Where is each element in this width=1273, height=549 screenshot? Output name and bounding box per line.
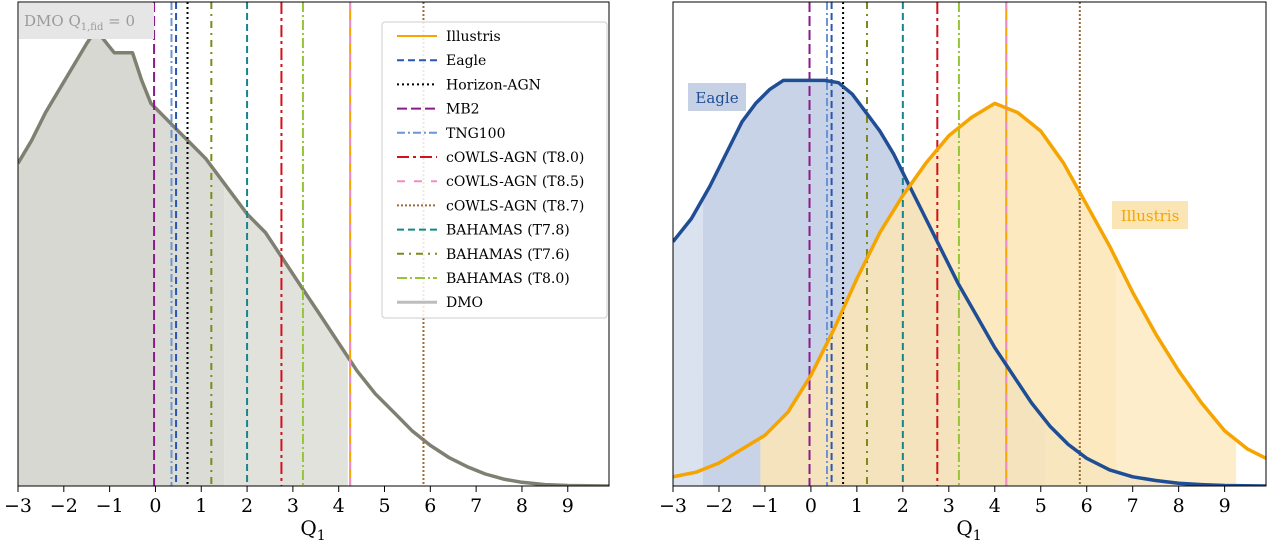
x-tick-label: 5 xyxy=(1035,495,1047,517)
x-tick-label: 2 xyxy=(897,495,909,517)
eagle-band-0 xyxy=(673,198,703,486)
legend-label: MB2 xyxy=(446,102,480,118)
right-band-fills xyxy=(673,80,1266,486)
legend-entry-bahamas-t7-8-: BAHAMAS (T7.8) xyxy=(397,223,570,239)
illustris-label-badge: Illustris xyxy=(1112,201,1188,229)
x-tick-label: 7 xyxy=(1127,495,1139,517)
illustris-curve xyxy=(673,101,1266,479)
legend-entry-cowls-agn-t8-0-: cOWLS-AGN (T8.0) xyxy=(397,150,584,166)
x-tick-label: 1 xyxy=(195,495,207,517)
illustris-band-1 xyxy=(1116,260,1237,486)
legend-label: cOWLS-AGN (T8.5) xyxy=(446,174,584,190)
x-tick-label: −2 xyxy=(705,495,733,517)
eagle-label-text: Eagle xyxy=(695,89,738,107)
x-tick-label: 6 xyxy=(1081,495,1093,517)
eagle-curve xyxy=(673,78,1266,486)
right-density-panel: −3 −2 −1 0 1 2 3 4 5 6 7 8 9 Q1 Eagle Illustris xyxy=(659,1,1267,544)
legend-label: Horizon-AGN xyxy=(446,77,541,93)
legend-label: BAHAMAS (T8.0) xyxy=(446,271,570,287)
x-tick-label: 0 xyxy=(805,495,817,517)
x-tick-label: 7 xyxy=(470,495,482,517)
x-tick-label: −2 xyxy=(50,495,78,517)
x-tick-label: 4 xyxy=(333,495,345,517)
x-tick-label: 4 xyxy=(989,495,1001,517)
legend-label: BAHAMAS (T7.8) xyxy=(446,223,570,239)
x-tick-label: 3 xyxy=(287,495,299,517)
x-tick-label: 6 xyxy=(424,495,436,517)
legend-entry-cowls-agn-t8-7-: cOWLS-AGN (T8.7) xyxy=(397,198,584,214)
legend-label: cOWLS-AGN (T8.7) xyxy=(446,198,584,214)
illustris-label-text: Illustris xyxy=(1121,207,1180,225)
legend-label: Eagle xyxy=(446,53,486,69)
left-density-panel: −3 −2 −1 0 1 2 3 4 5 6 7 8 9 Q1 DMO Q1,fid = 0 Illus… xyxy=(4,1,610,544)
illustris-band-0 xyxy=(760,103,1117,486)
eagle-label-badge: Eagle xyxy=(688,83,746,111)
right-reference-lines xyxy=(808,2,1081,486)
dmo-annotation-text: DMO Q1,fid = 0 xyxy=(24,12,135,33)
legend-label: DMO xyxy=(446,295,483,311)
legend-entry-mb2: MB2 xyxy=(397,102,480,118)
legend-label: cOWLS-AGN (T8.0) xyxy=(446,150,584,166)
x-tick-label: 2 xyxy=(241,495,253,517)
x-tick-label: 9 xyxy=(1219,495,1231,517)
legend-box xyxy=(381,21,608,319)
left-plot-frame xyxy=(17,1,610,487)
legend-entry-dmo: DMO xyxy=(397,295,483,311)
right-curves xyxy=(673,78,1266,486)
x-tick-label: 5 xyxy=(378,495,390,517)
legend-entry-illustris: Illustris xyxy=(397,29,501,45)
legend-entry-horizon-agn: Horizon-AGN xyxy=(397,77,541,93)
left-x-ticks: −3 −2 −1 0 1 2 3 4 5 6 7 8 9 xyxy=(4,486,574,517)
x-tick-label: 9 xyxy=(562,495,574,517)
legend-label: Illustris xyxy=(446,29,501,45)
legend-entry-tng100: TNG100 xyxy=(397,126,506,142)
left-band-fills xyxy=(18,29,348,486)
right-x-ticks: −3 −2 −1 0 1 2 3 4 5 6 7 8 9 xyxy=(659,486,1231,517)
legend-entry-eagle: Eagle xyxy=(397,53,486,69)
x-tick-label: −1 xyxy=(751,495,779,517)
dmo-band-1 xyxy=(153,105,225,486)
legend-label: BAHAMAS (T7.6) xyxy=(446,247,570,263)
x-tick-label: 8 xyxy=(1173,495,1185,517)
right-plot-frame xyxy=(672,1,1267,487)
legend-entries: Illustris Eagle Horizon-AGN MB2 TNG100 cOWLS-… xyxy=(397,29,584,311)
dmo-annotation-badge: DMO Q1,fid = 0 xyxy=(19,3,154,39)
x-tick-label: 3 xyxy=(943,495,955,517)
legend-entry-cowls-agn-t8-5-: cOWLS-AGN (T8.5) xyxy=(397,174,584,190)
right-x-axis-label: Q1 xyxy=(956,516,981,544)
dmo-band-2 xyxy=(224,183,348,486)
x-tick-label: 0 xyxy=(149,495,161,517)
x-tick-label: −3 xyxy=(4,495,32,517)
legend: Illustris Eagle Horizon-AGN MB2 TNG100 cOWLS-… xyxy=(381,21,608,319)
legend-entry-bahamas-t7-6-: BAHAMAS (T7.6) xyxy=(397,247,570,263)
x-tick-label: −3 xyxy=(659,495,687,517)
left-x-axis-label: Q1 xyxy=(300,516,325,544)
legend-label: TNG100 xyxy=(446,126,506,142)
x-tick-label: 1 xyxy=(851,495,863,517)
legend-entry-bahamas-t8-0-: BAHAMAS (T8.0) xyxy=(397,271,570,287)
x-tick-label: −1 xyxy=(96,495,124,517)
x-tick-label: 8 xyxy=(516,495,528,517)
dmo-band-0 xyxy=(18,29,154,486)
